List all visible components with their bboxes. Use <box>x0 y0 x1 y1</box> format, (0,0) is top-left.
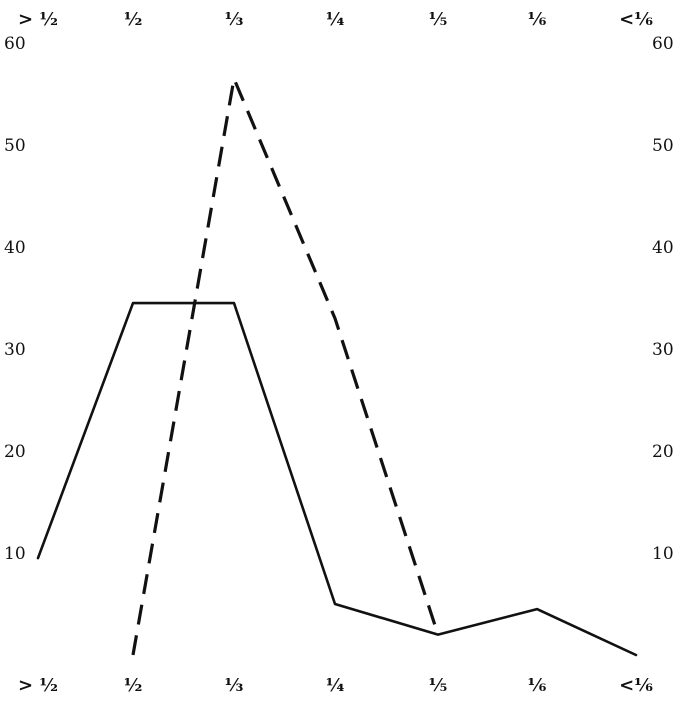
left-y-tick-label: 30 <box>4 340 26 360</box>
solid-series-line <box>36 301 638 657</box>
bottom-category-label: ¼ <box>326 675 345 696</box>
top-category-label: ¼ <box>326 9 345 30</box>
bottom-category-label: ⅙ <box>528 675 547 696</box>
left-y-tick-label: 50 <box>4 136 26 156</box>
top-category-labels: > ½ ½ ⅓ ¼ ⅕ ⅙ <⅙ <box>18 9 653 30</box>
top-category-label: ⅓ <box>225 9 244 30</box>
bottom-category-label: <⅙ <box>619 675 653 696</box>
right-y-tick-label: 10 <box>652 544 674 564</box>
bottom-category-label: ⅕ <box>429 675 448 696</box>
left-y-tick-label: 20 <box>4 442 26 462</box>
left-y-tick-label: 40 <box>4 238 26 258</box>
top-category-label: > ½ <box>18 9 58 30</box>
top-category-label: ⅙ <box>528 9 547 30</box>
bottom-category-label: ⅓ <box>225 675 244 696</box>
right-y-tick-label: 40 <box>652 238 674 258</box>
right-y-tick-label: 50 <box>652 136 674 156</box>
left-y-tick-label: 10 <box>4 544 26 564</box>
right-y-axis-ticks: 10 20 30 40 50 60 <box>652 34 674 564</box>
bottom-category-labels: > ½ ½ ⅓ ¼ ⅕ ⅙ <⅙ <box>18 675 653 696</box>
series-layer <box>36 73 638 657</box>
dashed-series-line <box>131 73 440 656</box>
right-y-tick-label: 60 <box>652 34 674 54</box>
right-y-tick-label: 20 <box>652 442 674 462</box>
top-category-label: ⅕ <box>429 9 448 30</box>
bottom-category-label: ½ <box>124 675 143 696</box>
bottom-category-label: > ½ <box>18 675 58 696</box>
left-y-tick-label: 60 <box>4 34 26 54</box>
top-category-label: ½ <box>124 9 143 30</box>
left-y-axis-ticks: 10 20 30 40 50 60 <box>4 34 26 564</box>
top-category-label: <⅙ <box>619 9 653 30</box>
right-y-tick-label: 30 <box>652 340 674 360</box>
